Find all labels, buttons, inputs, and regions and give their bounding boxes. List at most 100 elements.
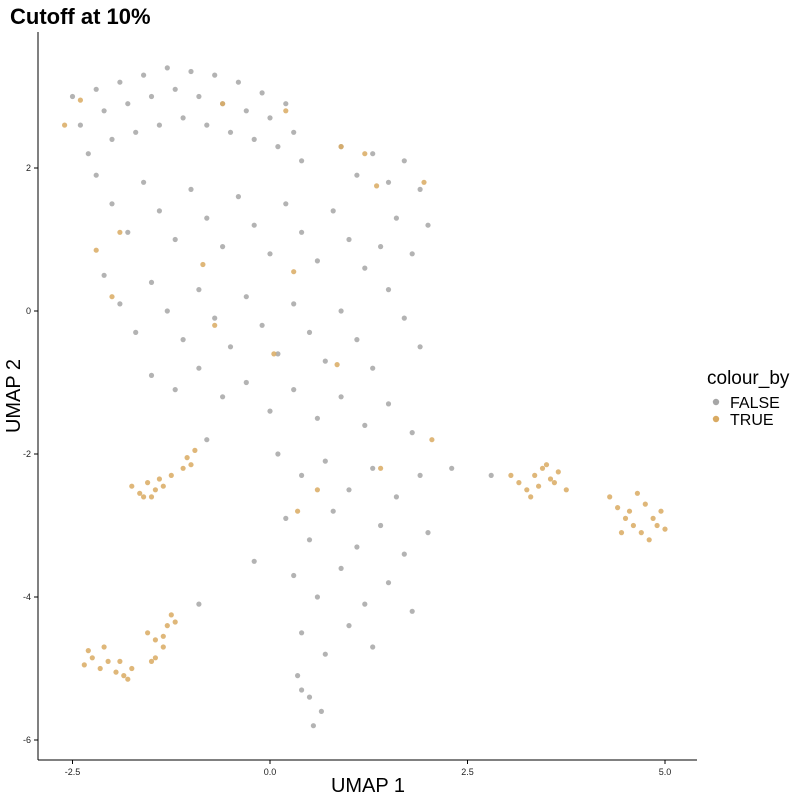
data-point-false: [299, 472, 305, 478]
data-point-false: [362, 265, 368, 271]
data-point-false: [409, 608, 415, 614]
data-point-false: [125, 229, 131, 235]
data-point-false: [85, 151, 91, 157]
data-point-false: [251, 222, 257, 228]
data-point-false: [180, 115, 186, 121]
data-point-true: [85, 648, 91, 654]
y-tick-label: -6: [23, 735, 31, 745]
data-point-false: [133, 329, 139, 335]
data-point-false: [275, 451, 281, 457]
data-point-false: [283, 515, 289, 522]
data-point-false: [196, 365, 202, 371]
data-point-true: [362, 151, 368, 157]
data-point-true: [646, 537, 652, 543]
data-point-true: [618, 530, 625, 536]
data-point-false: [101, 272, 107, 278]
data-point-false: [370, 365, 376, 371]
data-point-true: [295, 508, 301, 514]
data-point-true: [338, 144, 344, 150]
data-point-true: [148, 658, 155, 665]
chart-title: Cutoff at 10%: [10, 4, 151, 29]
data-point-false: [362, 422, 368, 428]
data-point-false: [267, 115, 273, 121]
data-point-false: [393, 215, 399, 221]
data-point-false: [196, 93, 202, 100]
data-point-false: [330, 508, 336, 514]
data-point-true: [148, 494, 155, 500]
data-point-false: [188, 186, 194, 192]
data-point-false: [141, 72, 147, 78]
data-point-false: [125, 101, 131, 107]
x-axis-title: UMAP 1: [331, 775, 405, 797]
data-point-false: [322, 358, 328, 364]
data-point-true: [77, 97, 83, 103]
data-point-false: [354, 544, 360, 550]
data-point-true: [555, 469, 561, 475]
data-point-false: [318, 708, 324, 715]
data-point-true: [152, 655, 158, 661]
data-point-false: [346, 487, 352, 493]
data-point-true: [283, 108, 289, 114]
y-tick-label: 2: [26, 163, 31, 173]
data-point-true: [220, 101, 226, 107]
data-point-true: [89, 655, 95, 661]
data-point-false: [401, 315, 407, 321]
data-point-true: [654, 522, 660, 529]
data-point-false: [378, 522, 384, 529]
data-point-true: [516, 480, 522, 486]
data-point-true: [508, 472, 514, 478]
data-point-true: [97, 665, 103, 672]
data-point-true: [543, 462, 550, 468]
data-point-false: [338, 565, 344, 572]
data-point-false: [409, 251, 415, 257]
data-point-false: [196, 287, 202, 293]
data-point-false: [251, 136, 257, 142]
points-layer: [62, 65, 668, 729]
data-point-false: [283, 201, 289, 207]
data-point-true: [152, 637, 158, 643]
data-point-true: [536, 483, 542, 489]
data-point-false: [346, 236, 352, 243]
data-point-true: [145, 480, 151, 486]
data-point-false: [449, 465, 455, 471]
data-point-false: [299, 687, 305, 693]
data-point-true: [81, 662, 87, 668]
data-point-true: [638, 530, 644, 536]
data-point-false: [243, 108, 249, 114]
y-tick-label: -4: [23, 592, 31, 602]
data-point-false: [93, 86, 99, 92]
data-point-false: [275, 144, 281, 150]
y-axis-title: UMAP 2: [3, 359, 25, 433]
x-tick-label: 0.0: [264, 767, 277, 777]
data-point-false: [204, 122, 210, 128]
data-point-false: [164, 65, 170, 71]
y-axis-ticks: 2 0 -2 -4 -6: [23, 163, 38, 745]
data-point-false: [295, 673, 301, 679]
data-point-true: [334, 362, 340, 368]
data-point-false: [425, 530, 431, 536]
data-point-false: [370, 465, 376, 471]
data-point-true: [160, 633, 166, 639]
data-point-true: [524, 487, 530, 493]
data-point-false: [354, 337, 360, 343]
data-point-false: [310, 723, 316, 729]
data-point-true: [634, 490, 641, 496]
data-point-false: [212, 72, 218, 78]
x-tick-label: -2.5: [65, 767, 81, 777]
data-point-true: [164, 623, 170, 629]
data-point-false: [291, 387, 297, 393]
data-point-true: [642, 501, 648, 507]
data-point-false: [338, 394, 344, 400]
data-point-true: [547, 476, 554, 482]
data-point-false: [362, 601, 368, 607]
data-point-true: [160, 644, 166, 650]
data-point-false: [322, 651, 328, 657]
data-point-false: [306, 329, 313, 335]
data-point-false: [385, 401, 392, 407]
data-point-false: [133, 129, 139, 135]
data-point-true: [168, 612, 174, 618]
data-point-true: [172, 619, 178, 625]
data-point-false: [117, 79, 123, 85]
data-point-false: [93, 172, 99, 178]
data-point-false: [212, 315, 218, 321]
